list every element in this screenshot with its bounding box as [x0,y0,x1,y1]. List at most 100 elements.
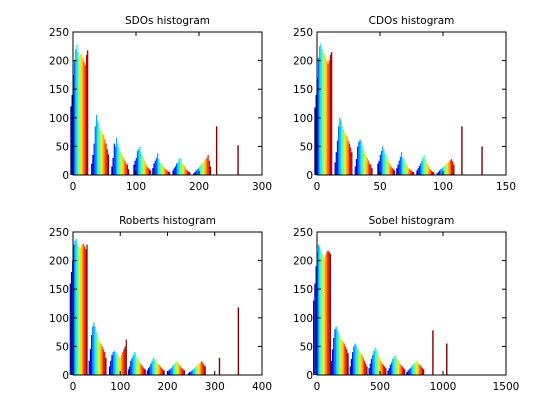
histogram-bar [452,161,454,175]
histogram-bar [409,368,412,375]
histogram-bar [122,154,124,175]
histogram-bar [349,366,351,375]
histogram-bar [337,332,340,375]
histogram-bar [436,173,438,175]
histogram-bar [338,126,340,175]
histogram-bar [123,349,125,375]
histogram-bar [174,363,176,375]
histogram-bar [180,160,182,175]
histogram-bar [147,368,150,375]
histogram-bar [100,343,102,375]
histogram-bar [461,126,463,175]
histogram-bar [320,250,322,375]
histogram-bar [189,372,191,375]
histogram-bar [161,164,163,175]
histogram-bar [404,162,406,175]
y-tick-label: 100 [293,113,313,125]
histogram-bar [352,352,354,375]
histogram-bar [339,334,341,375]
histogram-bar [196,365,198,375]
histogram-bar [207,154,209,175]
histogram-bar [366,366,368,375]
histogram-bar [400,364,402,375]
histogram-bar [315,266,317,375]
x-tick-label: 100 [433,181,453,193]
histogram-bar [202,162,204,175]
y-tick-label: 250 [49,227,69,239]
histogram-bar [323,53,326,175]
y-tick-label: 0 [62,170,69,182]
histogram-bar [151,360,153,375]
histogram-bar [357,146,359,175]
y-tick-label: 0 [306,170,313,182]
histogram-bar [351,152,353,175]
histogram-bar [116,353,118,375]
histogram-bar [124,160,126,175]
histogram-bar [372,354,374,375]
histogram-bar [387,370,389,375]
histogram-bar [155,360,157,375]
histogram-bar [368,368,370,375]
y-tick-label: 50 [56,341,69,353]
histogram-bar [150,363,152,375]
histogram-bar [146,370,148,375]
histogram-bar [366,157,368,175]
x-tick-label: 1500 [493,381,520,393]
histogram-bar [420,366,422,375]
histogram-bar [417,362,419,375]
histogram-bar [101,133,104,175]
histogram-bar [181,163,184,175]
y-tick-label: 150 [293,284,313,296]
histogram-bar [416,170,418,175]
y-tick-label: 150 [49,84,69,96]
x-tick-label: 50 [373,181,386,193]
histogram-bar [415,360,418,375]
histogram-bar [193,173,195,175]
histogram-bar [87,50,89,175]
histogram-bar [358,141,360,175]
histogram-bar [315,94,317,175]
histogram-bar [441,168,443,175]
bar-series [313,244,448,375]
histogram-bar [142,157,145,175]
histogram-bar [110,360,112,375]
x-tick-label: 0 [314,381,321,393]
y-tick-label: 200 [293,56,313,68]
histogram-bar [321,253,323,375]
histogram-bar [94,126,96,175]
histogram-bar [429,169,431,175]
histogram-bar [168,172,171,175]
histogram-bar [76,44,78,175]
histogram-bar [92,326,94,375]
histogram-bar [139,363,141,375]
histogram-bar [158,364,160,375]
plot-title: CDOs histogram [369,15,455,27]
y-tick-label: 100 [49,313,69,325]
y-tick-label: 0 [306,370,313,382]
histogram-bar [320,43,322,175]
histogram-bar [199,362,201,375]
histogram-bar [404,369,406,375]
histogram-bar [122,352,124,375]
histogram-bar [83,61,85,175]
x-tick-label: 150 [496,181,516,193]
histogram-bar [203,160,206,175]
histogram-bar [325,254,327,375]
histogram-bar [361,354,363,375]
histogram-bar [335,326,337,375]
x-tick-label: 100 [126,181,146,193]
histogram-bar [192,369,194,375]
histogram-bar [326,60,328,175]
histogram-bar [418,363,420,375]
histogram-bar [334,329,336,375]
histogram-bar [154,160,156,175]
histogram-bar [423,154,425,175]
histogram-bar [92,154,94,175]
histogram-bar [93,143,95,175]
histogram-bar [423,369,425,375]
subplot-cdos-histogram: CDOs histogram 0 50 100 150 0 50 100 150 200 250 [293,15,516,193]
histogram-bar [350,358,352,375]
histogram-bar [317,244,320,375]
histogram-bar [333,337,335,375]
